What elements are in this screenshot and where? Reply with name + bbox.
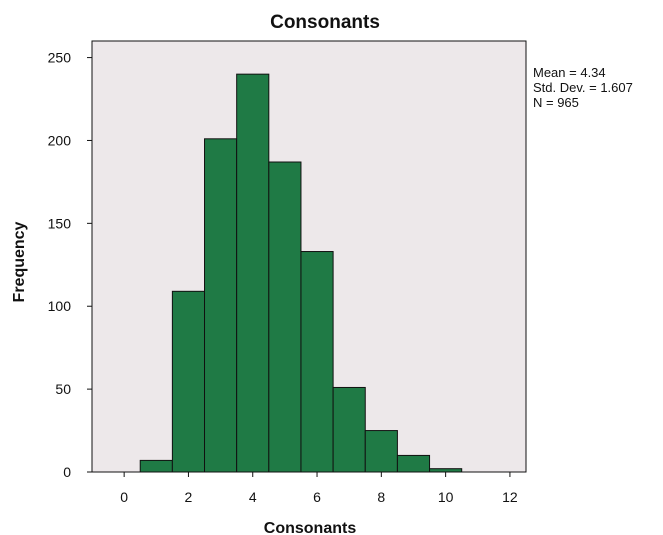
chart-title: Consonants [270,12,380,33]
y-tick-label: 100 [48,298,72,314]
bars-group [139,73,463,473]
x-tick-label: 12 [502,489,518,505]
x-tick-label: 4 [249,489,257,505]
x-tick-label: 0 [120,489,128,505]
histogram-bar-0 [139,459,173,473]
x-tick-label: 10 [438,489,454,505]
histogram-bar-2 [204,138,238,473]
x-axis-label: Consonants [264,520,357,535]
x-axis: 0 2 4 6 8 10 12 [120,472,518,505]
y-tick-label: 250 [48,50,72,66]
stat-mean: Mean = 4.34 [533,65,606,80]
y-tick-label: 50 [55,381,71,397]
summary-statistics: Mean = 4.34 Std. Dev. = 1.607 N = 965 [533,65,633,110]
stat-n: N = 965 [533,95,579,110]
histogram-bar-1 [171,290,206,473]
histogram-bar-4 [268,161,302,473]
histogram-bar-9 [429,468,463,473]
histogram-bar-7 [364,430,398,473]
stat-std-dev: Std. Dev. = 1.607 [533,80,633,95]
y-axis: 0 50 100 150 200 250 [48,50,92,480]
histogram-bar-6 [332,386,366,473]
y-tick-label: 150 [48,215,72,231]
y-axis-label: Frequency [11,221,28,302]
y-tick-label: 200 [48,132,72,148]
x-tick-label: 6 [313,489,321,505]
histogram-bar-5 [300,251,334,473]
x-tick-label: 2 [185,489,193,505]
histogram-bar-8 [396,454,431,473]
histogram-bar-3 [236,73,270,473]
x-tick-label: 8 [377,489,385,505]
y-tick-label: 0 [63,464,71,480]
